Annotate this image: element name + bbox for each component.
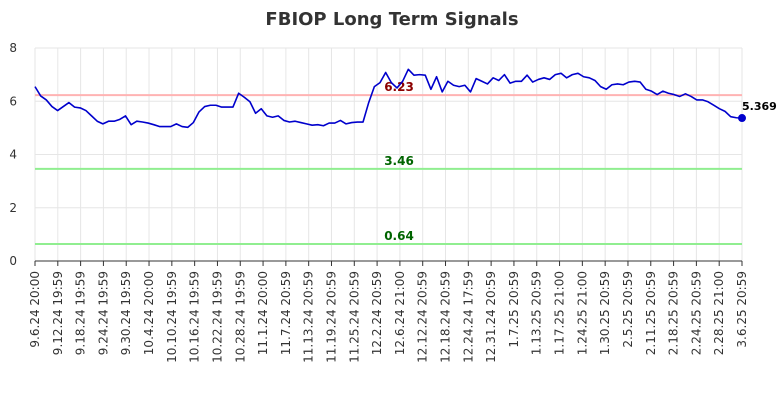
y-tick-label: 8 [9,41,17,55]
x-tick-label: 9.30.24 19:59 [119,271,133,355]
x-tick-label: 3.6.25 20:59 [735,271,749,348]
reference-line-label: 0.64 [384,229,414,243]
series-layer: 5.369 [34,68,777,129]
x-tick-label: 9.6.24 20:00 [28,271,42,348]
x-tick-label: 2.5.25 20:59 [621,271,635,348]
x-tick-label: 12.18.24 20:59 [439,271,453,363]
x-tick-label: 10.10.24 19:59 [165,271,179,363]
y-tick-label: 6 [9,94,17,108]
last-value-point [738,114,746,123]
x-tick-label: 10.16.24 19:59 [188,271,202,363]
x-tick-label: 10.28.24 19:59 [233,271,247,363]
y-axis: 0 2 4 6 8 [9,41,17,268]
x-tick-label: 2.24.25 20:59 [689,271,703,355]
series-line [34,68,743,129]
x-tick-label: 1.24.25 21:00 [575,271,589,355]
x-tick-label: 10.22.24 19:59 [210,271,224,363]
reference-lines: 6.23 3.46 0.64 [35,80,742,245]
x-tick-label: 1.7.25 20:59 [507,271,521,348]
x-tick-label: 11.1.24 20:00 [256,271,270,355]
x-tick-label: 2.11.25 20:59 [644,271,658,355]
reference-line-label: 3.46 [384,154,414,168]
chart-title: FBIOP Long Term Signals [265,9,518,30]
reference-line-label: 6.23 [384,80,414,94]
x-tick-label: 1.30.25 20:59 [598,271,612,355]
x-tick-label: 10.4.24 20:00 [142,271,156,355]
x-tick-label: 2.28.25 21:00 [712,271,726,355]
x-tick-label: 11.7.24 20:59 [279,271,293,355]
x-tick-label: 12.31.24 20:59 [484,271,498,363]
x-tick-label: 1.17.25 21:00 [553,271,567,355]
x-tick-label: 12.24.24 17:59 [461,271,475,363]
x-tick-label: 9.18.24 19:59 [74,271,88,355]
x-tick-label: 11.25.24 20:59 [347,271,361,363]
y-tick-label: 4 [9,148,17,162]
x-tick-label: 12.2.24 20:59 [370,271,384,355]
x-tick-label: 2.18.25 20:59 [667,271,681,355]
x-tick-label: 9.24.24 19:59 [96,271,110,355]
y-tick-label: 2 [9,201,17,215]
x-tick-label: 11.13.24 20:59 [302,271,316,363]
x-tick-label: 1.13.25 20:59 [530,271,544,355]
grid [34,47,743,262]
last-value-label: 5.369 [742,100,777,113]
x-axis: 9.6.24 20:00 9.12.24 19:59 9.18.24 19:59 9.… [28,261,749,363]
x-tick-label: 12.12.24 20:59 [416,271,430,363]
x-tick-label: 9.12.24 19:59 [51,271,65,355]
x-tick-label: 12.6.24 21:00 [393,271,407,355]
y-tick-label: 0 [9,254,17,268]
x-tick-label: 11.19.24 20:59 [324,271,338,363]
